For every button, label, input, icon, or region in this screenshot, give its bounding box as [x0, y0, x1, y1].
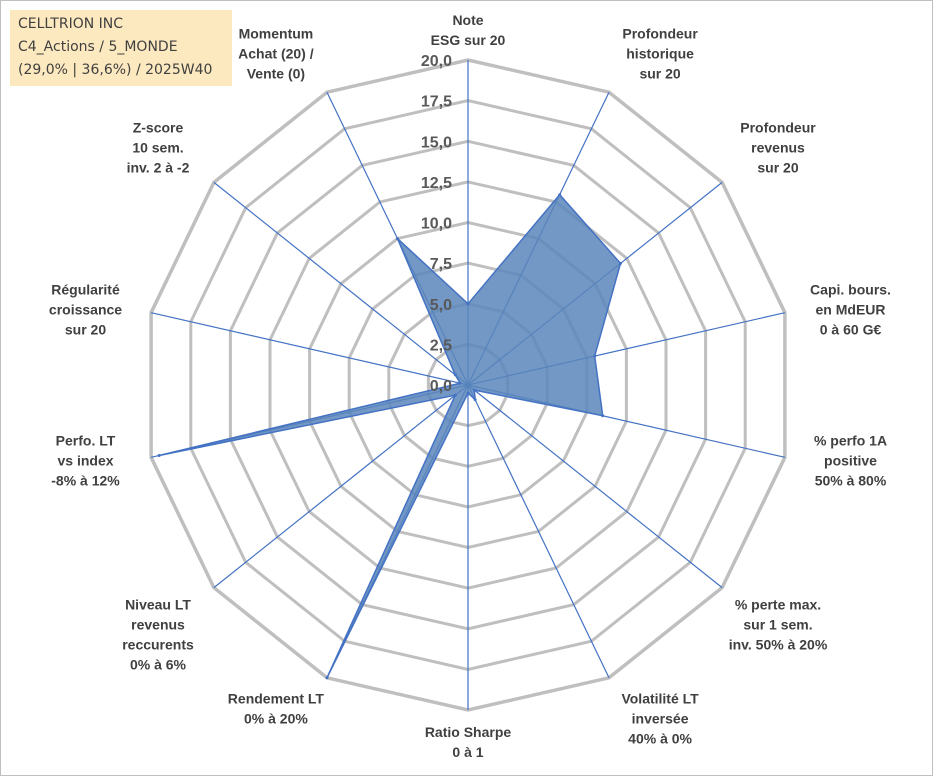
- axis-label-line: inv. 50% à 20%: [729, 636, 828, 652]
- axis-label: % perte max. sur 1 sem. inv. 50% à 20%: [729, 596, 828, 652]
- axis-label-line: en MdEUR: [816, 302, 886, 318]
- axis-label-line: 10 sem.: [132, 140, 183, 156]
- tick-label: 12,5: [421, 175, 452, 192]
- series-area: [158, 193, 622, 679]
- axis-label-line: -8% à 12%: [51, 472, 120, 488]
- axis-label-line: croissance: [49, 302, 122, 318]
- series-point: [558, 193, 562, 197]
- axis-label-line: 0% à 20%: [244, 710, 308, 726]
- axis-label-line: Ratio Sharpe: [425, 724, 512, 740]
- axis-label-line: Vente (0): [247, 66, 305, 82]
- axis-spoke: [467, 384, 723, 589]
- axis-spoke: [467, 384, 610, 679]
- axis-label-line: Z-score: [133, 120, 184, 136]
- info-box: CELLTRION INC C4_Actions / 5_MONDE (29,0…: [10, 10, 232, 86]
- axis-label-line: Note: [452, 12, 483, 28]
- label-layer: Note ESG sur 20 Profondeur historique sur 20…: [49, 12, 891, 760]
- axis-label: Note ESG sur 20: [431, 12, 506, 48]
- axis-label: Profondeur revenus sur 20: [740, 120, 816, 176]
- series-point: [325, 676, 329, 680]
- axis-label-line: inversée: [632, 710, 689, 726]
- axis-spoke: [213, 181, 469, 386]
- axis-label-line: % perte max.: [735, 596, 821, 612]
- portfolio-category: C4_Actions / 5_MONDE: [18, 39, 178, 55]
- axis-label-line: Régularité: [51, 282, 120, 298]
- axis-label-line: Perfo. LT: [56, 432, 116, 448]
- axis-label: Profondeur historique sur 20: [622, 26, 698, 82]
- series-point: [157, 454, 161, 457]
- axis-label-line: Capi. bours.: [810, 282, 891, 298]
- axis-spoke: [213, 384, 469, 589]
- tick-label: 0,0: [430, 378, 452, 395]
- axis-label: % perfo 1A positive 50% à 80%: [814, 432, 887, 488]
- series-point: [453, 373, 457, 377]
- axis-label-line: ESG sur 20: [431, 32, 506, 48]
- series-point: [619, 261, 622, 265]
- axis-label-line: revenus: [131, 616, 185, 632]
- axis-label-line: Rendement LT: [228, 690, 325, 706]
- series-layer: [157, 193, 622, 680]
- axis-label-line: historique: [626, 46, 694, 62]
- tick-layer: 0,0 2,5 5,0 7,5 10,0 12,5 15,0 17,5 20,0: [421, 53, 452, 395]
- axis-label-line: Niveau LT: [125, 596, 191, 612]
- axis-label-line: sur 20: [757, 160, 798, 176]
- series-point: [453, 393, 457, 397]
- tick-label: 7,5: [430, 256, 452, 273]
- series-point: [466, 391, 470, 395]
- series-point: [593, 354, 597, 358]
- axis-label-line: Profondeur: [740, 120, 816, 136]
- tick-label: 17,5: [421, 94, 452, 111]
- axis-label-line: sur 20: [639, 66, 680, 82]
- axis-label-line: 40% à 0%: [628, 730, 692, 746]
- tick-label: 2,5: [430, 337, 452, 354]
- axis-label: Rendement LT 0% à 20%: [228, 690, 325, 726]
- axis-label-line: revenus: [751, 140, 805, 156]
- axis-label-line: Profondeur: [622, 26, 698, 42]
- tick-label: 5,0: [430, 297, 452, 314]
- axis-label-line: 0 à 60 G€: [820, 322, 882, 338]
- axis-label-line: sur 1 sem.: [743, 616, 812, 632]
- axis-spoke: [150, 312, 469, 386]
- axis-label: Z-score 10 sem. inv. 2 à -2: [127, 120, 190, 176]
- axis-label: Momentum Achat (20) / Vente (0): [238, 26, 314, 82]
- tick-label: 15,0: [421, 134, 452, 151]
- axis-label-line: % perfo 1A: [814, 432, 887, 448]
- axis-label-line: 50% à 80%: [815, 472, 887, 488]
- axis-label: Régularité croissance sur 20: [49, 282, 122, 338]
- axis-label-line: Momentum: [239, 26, 314, 42]
- series-point: [458, 381, 462, 385]
- axis-label-line: sur 20: [65, 322, 106, 338]
- company-name: CELLTRION INC: [18, 16, 124, 32]
- axis-label: Capi. bours. en MdEUR 0 à 60 G€: [810, 282, 891, 338]
- axis-label: Niveau LT revenus reccurents 0% à 6%: [122, 596, 194, 672]
- axis-label-line: reccurents: [122, 636, 194, 652]
- axis-label-line: 0% à 6%: [130, 656, 187, 672]
- series-point: [601, 414, 605, 418]
- series-point: [396, 237, 399, 241]
- axis-label-line: positive: [824, 452, 877, 468]
- performance-week: (29,0% | 36,6%) / 2025W40: [18, 62, 213, 78]
- series-point: [472, 388, 476, 392]
- axis-label-line: Achat (20) /: [238, 46, 314, 62]
- axis-label-line: 0 à 1: [452, 744, 483, 760]
- tick-label: 10,0: [421, 216, 452, 233]
- series-point: [466, 302, 470, 306]
- axis-label-line: Volatilité LT: [621, 690, 699, 706]
- axis-label-line: inv. 2 à -2: [127, 160, 190, 176]
- axis-label: Perfo. LT vs index -8% à 12%: [51, 432, 120, 488]
- series-point: [473, 398, 477, 402]
- axis-label-line: vs index: [57, 452, 113, 468]
- axis-label: Volatilité LT inversée 40% à 0%: [621, 690, 699, 746]
- axis-label: Ratio Sharpe 0 à 1: [425, 724, 512, 760]
- tick-label: 20,0: [421, 53, 452, 70]
